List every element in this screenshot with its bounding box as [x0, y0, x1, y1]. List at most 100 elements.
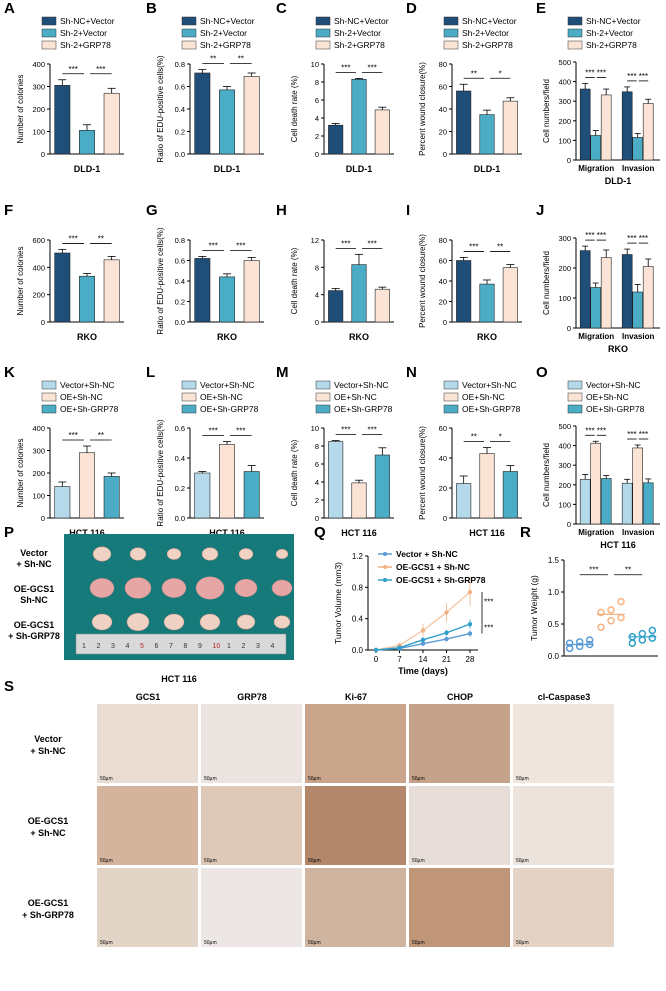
row-label: OE-GCS1	[14, 584, 55, 594]
y-tick-label: 0.0	[352, 646, 364, 655]
legend-swatch	[181, 380, 197, 390]
legend-entry: OE-GCS1 + Sh-GRP78	[396, 575, 486, 585]
legend-entry: Sh-NC+Vector	[200, 16, 255, 26]
ihc-grid-panel: GCS1 GRP78 Ki-67 CHOP cl-Caspase3 Vector + Sh-…	[22, 692, 614, 947]
panel-label: H	[276, 202, 287, 219]
bar	[590, 287, 602, 329]
x-axis-label: DLD-1	[346, 164, 373, 174]
bar	[590, 135, 602, 161]
ruler-mark: 6	[155, 643, 159, 650]
x-tick-label: 7	[397, 655, 402, 664]
y-axis-label: Ratio of EDU-positive cells(%)	[156, 419, 165, 526]
bar	[632, 137, 643, 161]
tumor	[199, 613, 221, 631]
legend-entry: Vector+Sh-NC	[462, 380, 517, 390]
y-tick-label: 1.2	[352, 552, 364, 561]
bar	[194, 472, 211, 519]
scale-bar-label: 50μm	[308, 858, 321, 864]
y-tick-label: 300	[558, 97, 571, 106]
legend-swatch	[567, 40, 583, 50]
bar	[79, 130, 95, 155]
x-tick-label: 14	[419, 655, 428, 664]
ihc-image	[513, 786, 614, 865]
legend-entry: OE+Sh-GRP78	[60, 404, 119, 414]
tumor	[129, 547, 147, 561]
data-point	[597, 623, 605, 631]
ruler-mark: 9	[198, 643, 202, 650]
bar	[456, 90, 472, 155]
ihc-image	[513, 704, 614, 783]
legend-entry: Sh-NC+Vector	[462, 16, 517, 26]
y-tick-label: 0.4	[352, 615, 364, 624]
data-point	[444, 630, 449, 635]
bar	[54, 85, 71, 155]
row-label: + Sh-NC	[30, 828, 66, 838]
legend-swatch	[315, 16, 331, 26]
data-point	[420, 641, 426, 646]
legend-entry: OE+Sh-GRP78	[334, 404, 393, 414]
y-tick-label: 500	[558, 58, 571, 67]
ruler-mark: 8	[184, 643, 188, 650]
legend-entry: Sh-2+GRP78	[334, 40, 385, 50]
ihc-image	[513, 868, 614, 947]
legend-entry: Vector+Sh-NC	[586, 380, 641, 390]
bar	[219, 276, 235, 323]
sig-label: ***	[68, 235, 77, 244]
sig-label: ***	[597, 231, 606, 240]
sig-label: ***	[484, 623, 493, 632]
bar	[194, 258, 211, 323]
bar	[54, 486, 71, 519]
bar	[374, 454, 390, 519]
x-axis-label: HCT 116	[600, 540, 636, 550]
legend-entry: Vector+Sh-NC	[60, 380, 115, 390]
scale-bar-label: 50μm	[100, 858, 113, 864]
sig-label: ***	[597, 69, 606, 78]
ihc-image	[97, 868, 198, 947]
x-axis-label: HCT 116	[469, 528, 505, 538]
legend-swatch	[41, 40, 57, 50]
tumor	[163, 613, 185, 631]
y-tick-label: 0	[315, 150, 319, 159]
scale-bar-label: 50μm	[412, 776, 425, 782]
column-label: GCS1	[136, 692, 161, 702]
panel-label: Q	[314, 524, 326, 541]
y-axis-label: Number of colonies	[16, 247, 25, 316]
y-tick-label: 0	[41, 150, 45, 159]
bar	[328, 124, 344, 155]
y-tick-label: 40	[439, 454, 447, 463]
y-tick-label: 0.2	[175, 484, 185, 493]
ruler-mark: 4	[271, 643, 275, 650]
y-tick-label: 100	[32, 492, 45, 501]
x-axis-label: HCT 116	[341, 528, 377, 538]
legend-swatch	[315, 392, 331, 402]
legend-swatch	[181, 40, 197, 50]
y-axis-label: Number of colonies	[16, 75, 25, 144]
legend-entry: OE-GCS1 + Sh-NC	[396, 562, 470, 572]
legend-swatch	[181, 28, 197, 38]
data-point	[444, 636, 449, 642]
legend-entry: OE+Sh-NC	[462, 392, 505, 402]
y-tick-label: 4	[315, 114, 319, 123]
sig-label: ***	[469, 242, 478, 251]
tumor	[126, 612, 150, 632]
y-axis-label: Tumor Weight (g)	[529, 575, 539, 641]
y-tick-label: 600	[32, 236, 45, 245]
y-tick-label: 8	[315, 78, 319, 87]
bar	[502, 471, 518, 519]
tumor	[166, 548, 182, 560]
y-tick-label: 0	[567, 324, 571, 333]
sig-label: ***	[627, 234, 636, 243]
sig-label: **	[625, 566, 631, 575]
data-point	[467, 631, 473, 636]
tumor	[92, 546, 112, 562]
panel-label: K	[4, 364, 15, 381]
data-point	[585, 636, 594, 644]
photo-caption: HCT 116	[161, 674, 197, 684]
y-tick-label: 20	[439, 298, 447, 307]
legend-swatch	[567, 392, 583, 402]
legend-entry: Vector + Sh-NC	[396, 549, 458, 559]
row-label: + Sh-NC	[30, 746, 66, 756]
scale-bar-label: 50μm	[516, 858, 529, 864]
data-point	[467, 621, 473, 627]
